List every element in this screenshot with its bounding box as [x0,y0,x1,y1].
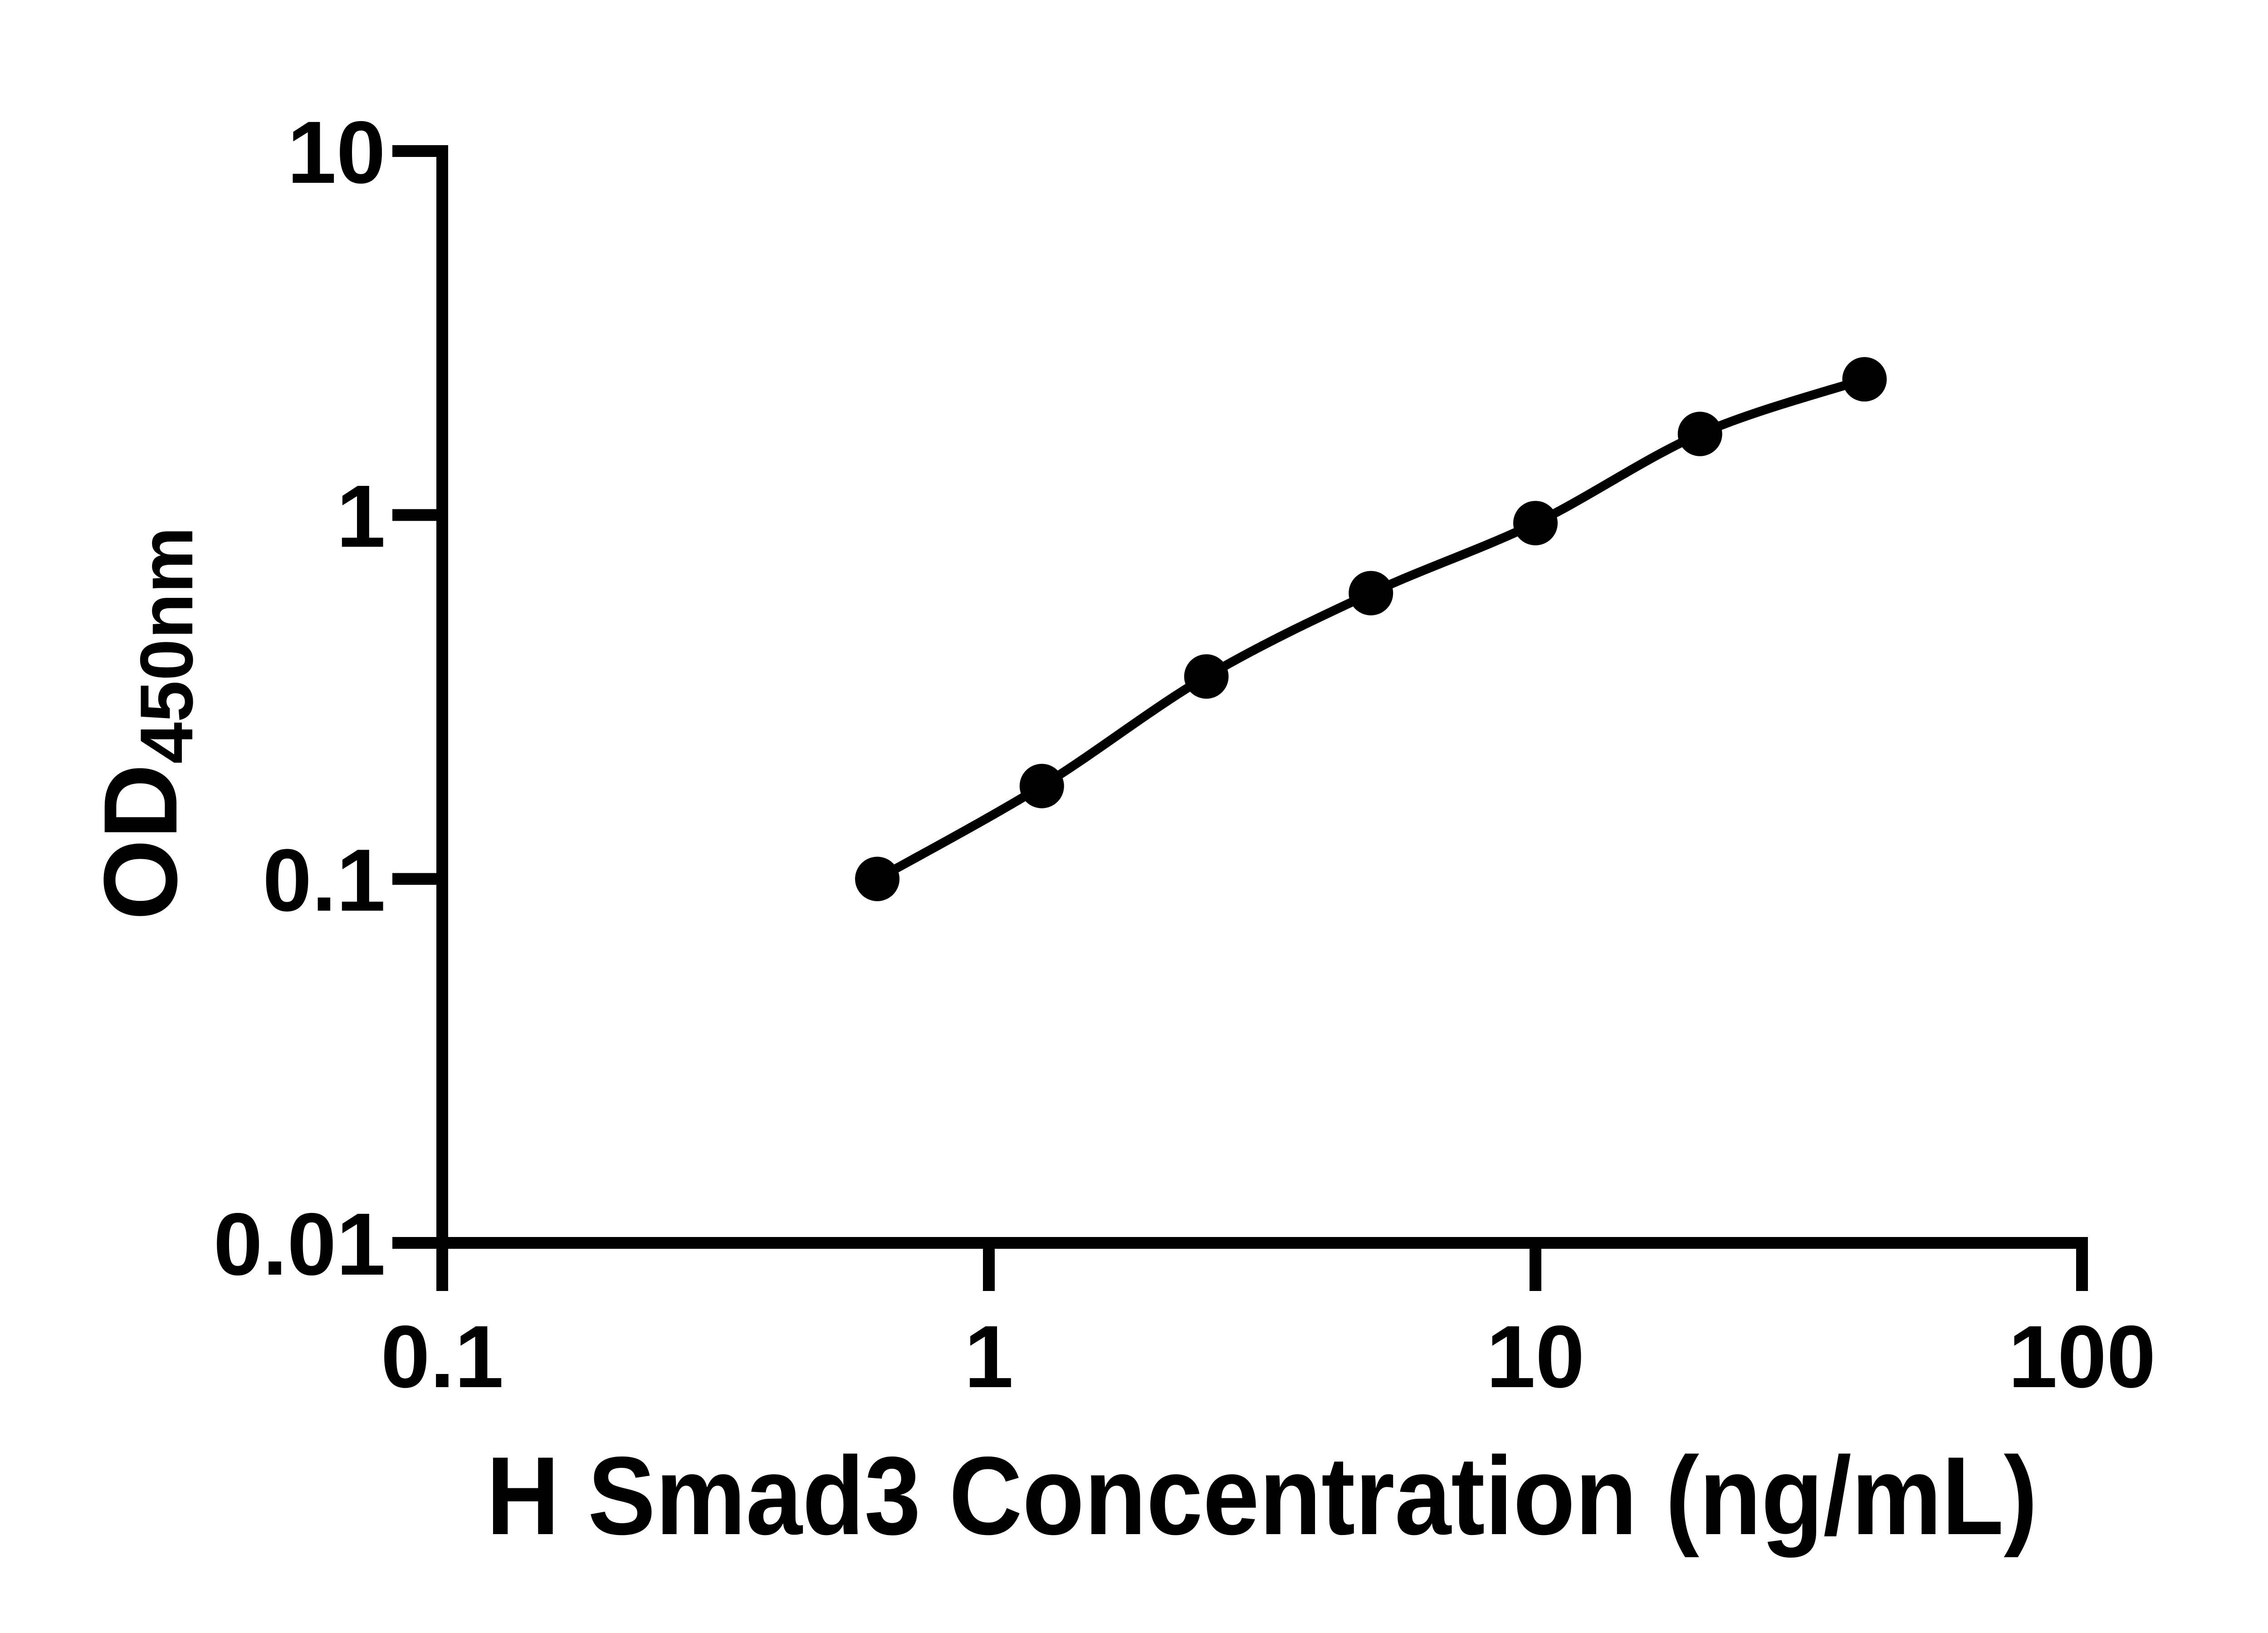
data-point-marker [1184,654,1229,699]
data-point-marker [1842,357,1887,402]
x-axis-tick-label: 100 [2008,1307,2156,1406]
y-axis-title-subscript: 450nm [125,527,208,764]
data-point-marker [1677,411,1722,456]
data-layer [855,357,1887,901]
data-point-marker [1019,763,1064,808]
data-point-marker [855,856,900,901]
axes-layer: 0.01 0.1 1 10 0.1 1 10 100 [213,103,2156,1406]
y-axis-tick-label: 10 [287,103,386,202]
y-axis-title-main: OD [82,764,199,920]
standard-curve-line [873,375,1869,884]
y-axis-tick-label: 1 [337,467,386,566]
x-axis-tick-label: 0.1 [381,1307,503,1406]
data-point-marker [1513,501,1558,546]
x-axis-tick-label: 1 [964,1307,1013,1406]
x-axis-tick-label: 10 [1486,1307,1585,1406]
data-point-marker [1349,571,1393,616]
y-axis-tick-label: 0.01 [213,1195,386,1294]
y-axis-title: OD450nm [82,527,208,920]
y-axis-tick-label: 0.1 [263,831,386,930]
x-axis-title: H Smad3 Concentration (ng/mL) [486,1433,2038,1558]
axis-lines [436,145,2088,1249]
